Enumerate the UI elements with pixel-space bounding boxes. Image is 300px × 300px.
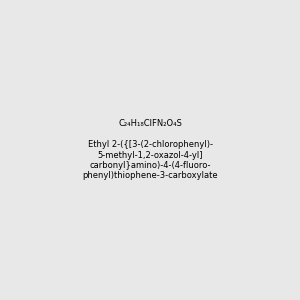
Text: C₂₄H₁₈ClFN₂O₄S

Ethyl 2-({[3-(2-chlorophenyl)-
5-methyl-1,2-oxazol-4-yl]
carbony: C₂₄H₁₈ClFN₂O₄S Ethyl 2-({[3-(2-chlorophe… <box>82 119 218 181</box>
